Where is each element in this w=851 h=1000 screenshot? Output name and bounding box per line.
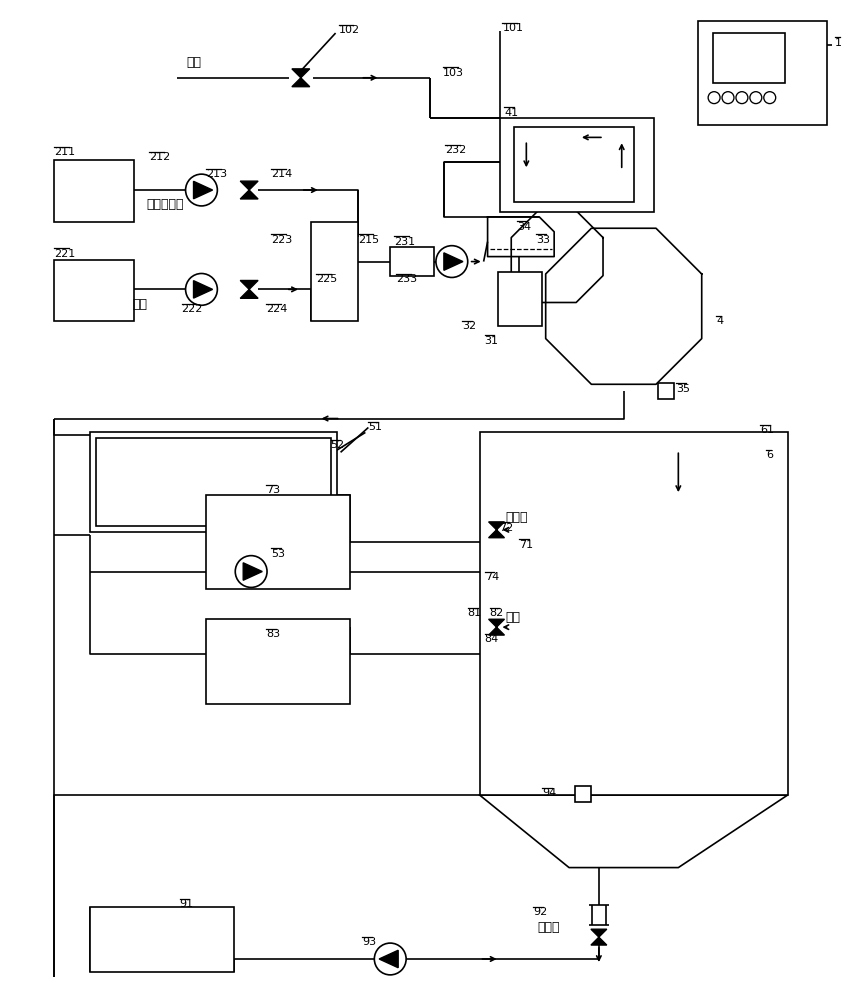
Text: 93: 93 [363,937,376,947]
Text: 53: 53 [271,549,285,559]
Circle shape [374,943,406,975]
Polygon shape [292,69,310,87]
Text: 酸化油: 酸化油 [505,511,528,524]
Bar [514,127,634,202]
Text: 82: 82 [489,608,504,618]
Circle shape [750,92,762,104]
Text: 酸化水: 酸化水 [537,921,560,934]
Polygon shape [591,929,607,945]
Polygon shape [488,619,505,635]
Text: 224: 224 [266,304,288,314]
Circle shape [722,92,734,104]
Text: 102: 102 [339,25,360,35]
Text: 213: 213 [207,169,227,179]
Bar [207,619,351,704]
Polygon shape [240,181,258,199]
Bar [698,21,827,125]
Circle shape [708,92,720,104]
Text: 51: 51 [368,422,382,432]
Text: 212: 212 [149,152,170,162]
Polygon shape [243,563,262,580]
Text: 81: 81 [468,608,482,618]
Polygon shape [488,522,505,538]
Circle shape [186,174,217,206]
Circle shape [764,92,776,104]
Polygon shape [444,253,463,270]
Text: 221: 221 [54,249,76,259]
Text: 33: 33 [536,235,551,245]
Circle shape [235,556,267,587]
Text: 41: 41 [505,108,518,118]
Text: 91: 91 [180,899,194,909]
Bar [480,432,788,795]
Bar [713,33,785,83]
Text: 73: 73 [266,485,280,495]
Text: 35: 35 [677,384,690,394]
Text: 94: 94 [542,788,557,798]
Text: 232: 232 [445,145,466,155]
Text: 74: 74 [484,572,499,582]
Text: 72: 72 [500,523,514,533]
Bar [90,907,234,972]
Bar [391,247,434,276]
Text: 61: 61 [760,425,774,435]
Text: 6: 6 [766,450,773,460]
Polygon shape [379,950,398,968]
Polygon shape [193,181,213,199]
Text: 皂脚、油脚: 皂脚、油脚 [147,198,185,211]
Text: 硫酸: 硫酸 [132,298,147,311]
Text: 101: 101 [502,23,523,33]
Text: 214: 214 [271,169,292,179]
Polygon shape [193,281,213,298]
Text: 84: 84 [484,634,499,644]
Bar [575,786,591,802]
Text: 油渣: 油渣 [505,611,521,624]
Circle shape [186,273,217,305]
Circle shape [436,246,468,277]
Bar [54,160,134,222]
Text: 92: 92 [534,907,547,917]
Bar [207,495,351,589]
Text: 103: 103 [443,68,464,78]
Text: 31: 31 [484,336,499,346]
Bar [498,272,542,326]
Text: 蒸汽: 蒸汽 [186,56,202,69]
Text: 211: 211 [54,147,76,157]
Text: 34: 34 [517,222,532,232]
Text: 222: 222 [181,304,203,314]
Text: 233: 233 [397,274,417,284]
Text: 215: 215 [358,235,380,245]
Text: 32: 32 [462,321,476,331]
Bar [659,383,674,399]
Bar [54,260,134,321]
Circle shape [736,92,748,104]
Text: 231: 231 [394,237,415,247]
Text: 1: 1 [836,38,842,48]
Bar [311,222,358,321]
Text: 83: 83 [266,629,280,639]
Text: 223: 223 [271,235,292,245]
Text: 71: 71 [519,540,534,550]
Text: 4: 4 [716,316,723,326]
Text: 52: 52 [331,440,345,450]
Bar [90,432,337,532]
Text: 225: 225 [316,274,337,284]
Bar [500,118,654,212]
Bar [96,438,331,526]
Polygon shape [240,280,258,298]
